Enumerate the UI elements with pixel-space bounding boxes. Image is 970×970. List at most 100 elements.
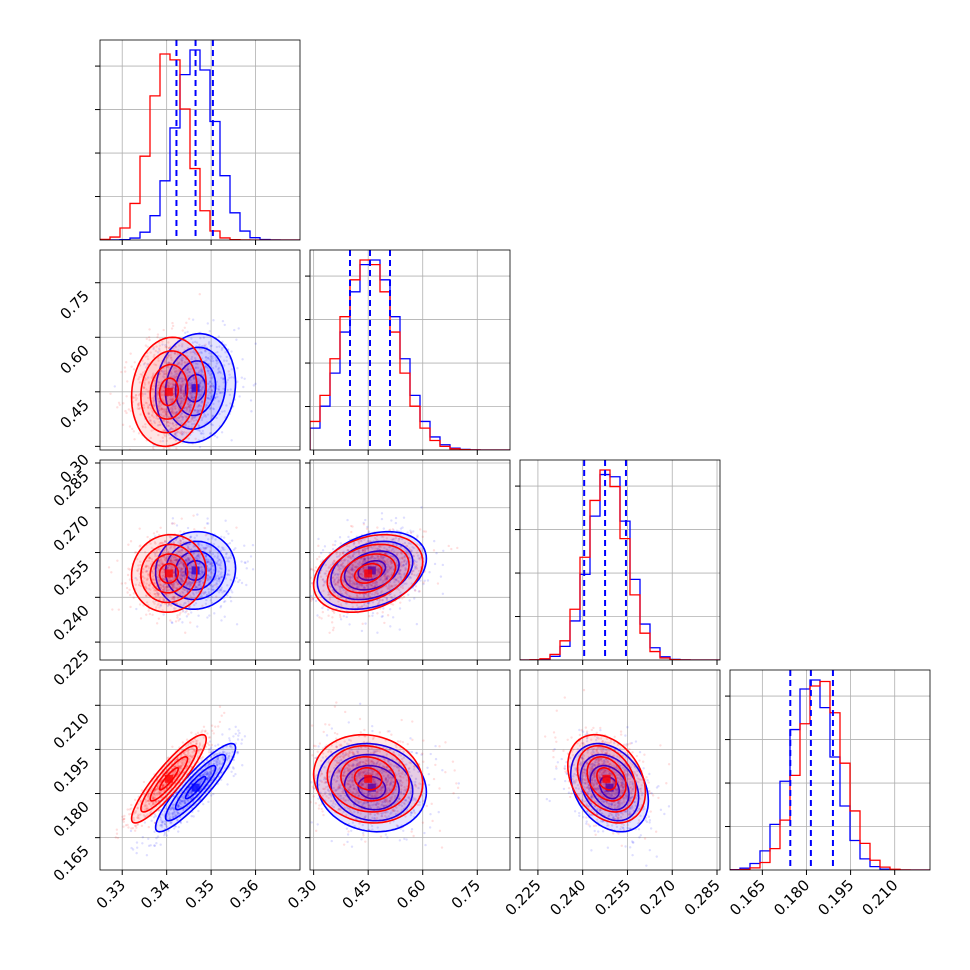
- scatter-point: [209, 768, 213, 771]
- scatter-point: [354, 566, 357, 569]
- scatter-point: [398, 568, 402, 572]
- scatter-point: [193, 574, 196, 577]
- scatter-point: [405, 582, 408, 585]
- scatter-point: [422, 581, 425, 584]
- scatter-point: [156, 570, 159, 573]
- scatter-point: [358, 584, 362, 587]
- scatter-point: [182, 397, 186, 400]
- scatter-point: [203, 773, 206, 777]
- scatter-point: [175, 587, 178, 590]
- scatter-point: [400, 565, 404, 568]
- scatter-point: [211, 359, 215, 363]
- scatter-point: [155, 549, 158, 552]
- scatter-point: [182, 587, 185, 590]
- scatter-point: [144, 392, 147, 396]
- scatter-point: [164, 559, 168, 562]
- scatter-point: [398, 575, 402, 578]
- scatter-point: [214, 772, 218, 775]
- scatter-point: [206, 574, 210, 577]
- scatter-point: [163, 822, 167, 826]
- scatter-point: [327, 566, 330, 570]
- scatter-point: [156, 393, 159, 397]
- scatter-point: [319, 575, 323, 578]
- scatter-point: [137, 432, 141, 435]
- scatter-point: [223, 589, 226, 593]
- scatter-point: [447, 544, 450, 548]
- scatter-point: [161, 574, 164, 578]
- scatter-point: [202, 415, 205, 418]
- scatter-point: [370, 584, 374, 587]
- scatter-point: [177, 562, 181, 566]
- scatter-point: [171, 427, 175, 431]
- scatter-point: [144, 586, 148, 589]
- scatter-point: [135, 841, 139, 844]
- scatter-point: [221, 319, 225, 323]
- scatter-point: [138, 364, 142, 367]
- scatter-point: [179, 363, 182, 366]
- scatter-point: [360, 584, 363, 588]
- scatter-point: [197, 411, 200, 414]
- scatter-point: [381, 556, 384, 560]
- scatter-point: [177, 830, 180, 833]
- scatter-point: [192, 419, 196, 422]
- scatter-point: [108, 457, 110, 459]
- scatter-point: [249, 555, 253, 558]
- scatter-point: [189, 584, 193, 587]
- scatter-point: [146, 376, 150, 379]
- scatter-point: [188, 557, 191, 560]
- scatter-point: [156, 391, 160, 394]
- scatter-point: [170, 427, 173, 431]
- scatter-point: [404, 566, 407, 570]
- scatter-point: [187, 583, 190, 586]
- scatter-point: [216, 743, 220, 746]
- scatter-point: [162, 583, 165, 587]
- scatter-point: [179, 387, 182, 391]
- scatter-point: [191, 416, 195, 420]
- scatter-point: [179, 432, 183, 435]
- scatter-point: [175, 431, 178, 435]
- scatter-point: [205, 598, 208, 602]
- scatter-point: [189, 404, 192, 407]
- scatter-point: [230, 554, 233, 557]
- scatter-point: [378, 570, 381, 573]
- scatter-point: [386, 587, 389, 591]
- scatter-point: [377, 547, 380, 551]
- scatter-point: [366, 539, 370, 543]
- scatter-point: [415, 622, 419, 626]
- scatter-point: [410, 550, 413, 553]
- scatter-point: [172, 810, 176, 814]
- scatter-point: [188, 548, 191, 552]
- scatter-point: [186, 368, 189, 372]
- scatter-point: [223, 599, 227, 603]
- scatter-point: [366, 602, 370, 605]
- scatter-point: [161, 436, 165, 439]
- scatter-point: [162, 598, 166, 601]
- scatter-point: [181, 797, 185, 800]
- scatter-point: [337, 578, 340, 581]
- scatter-point: [171, 815, 175, 818]
- scatter-point: [157, 380, 160, 384]
- scatter-point: [181, 610, 185, 613]
- scatter-point: [333, 578, 337, 581]
- scatter-point: [211, 423, 214, 427]
- scatter-point: [154, 363, 158, 367]
- scatter-point: [346, 518, 349, 522]
- scatter-point: [192, 396, 196, 399]
- scatter-point: [241, 358, 244, 361]
- scatter-point: [190, 581, 193, 584]
- scatter-point: [364, 518, 367, 522]
- scatter-point: [175, 560, 178, 563]
- scatter-point: [171, 584, 175, 588]
- scatter-point: [190, 396, 194, 399]
- scatter-point: [199, 394, 203, 397]
- scatter-point: [176, 811, 180, 814]
- scatter-point: [155, 551, 159, 554]
- scatter-point: [186, 799, 189, 803]
- scatter-point: [179, 539, 182, 542]
- scatter-point: [169, 821, 172, 825]
- scatter-point: [376, 526, 379, 529]
- scatter-point: [162, 429, 165, 432]
- scatter-point: [322, 583, 326, 586]
- scatter-point: [384, 572, 387, 576]
- scatter-point: [142, 604, 145, 607]
